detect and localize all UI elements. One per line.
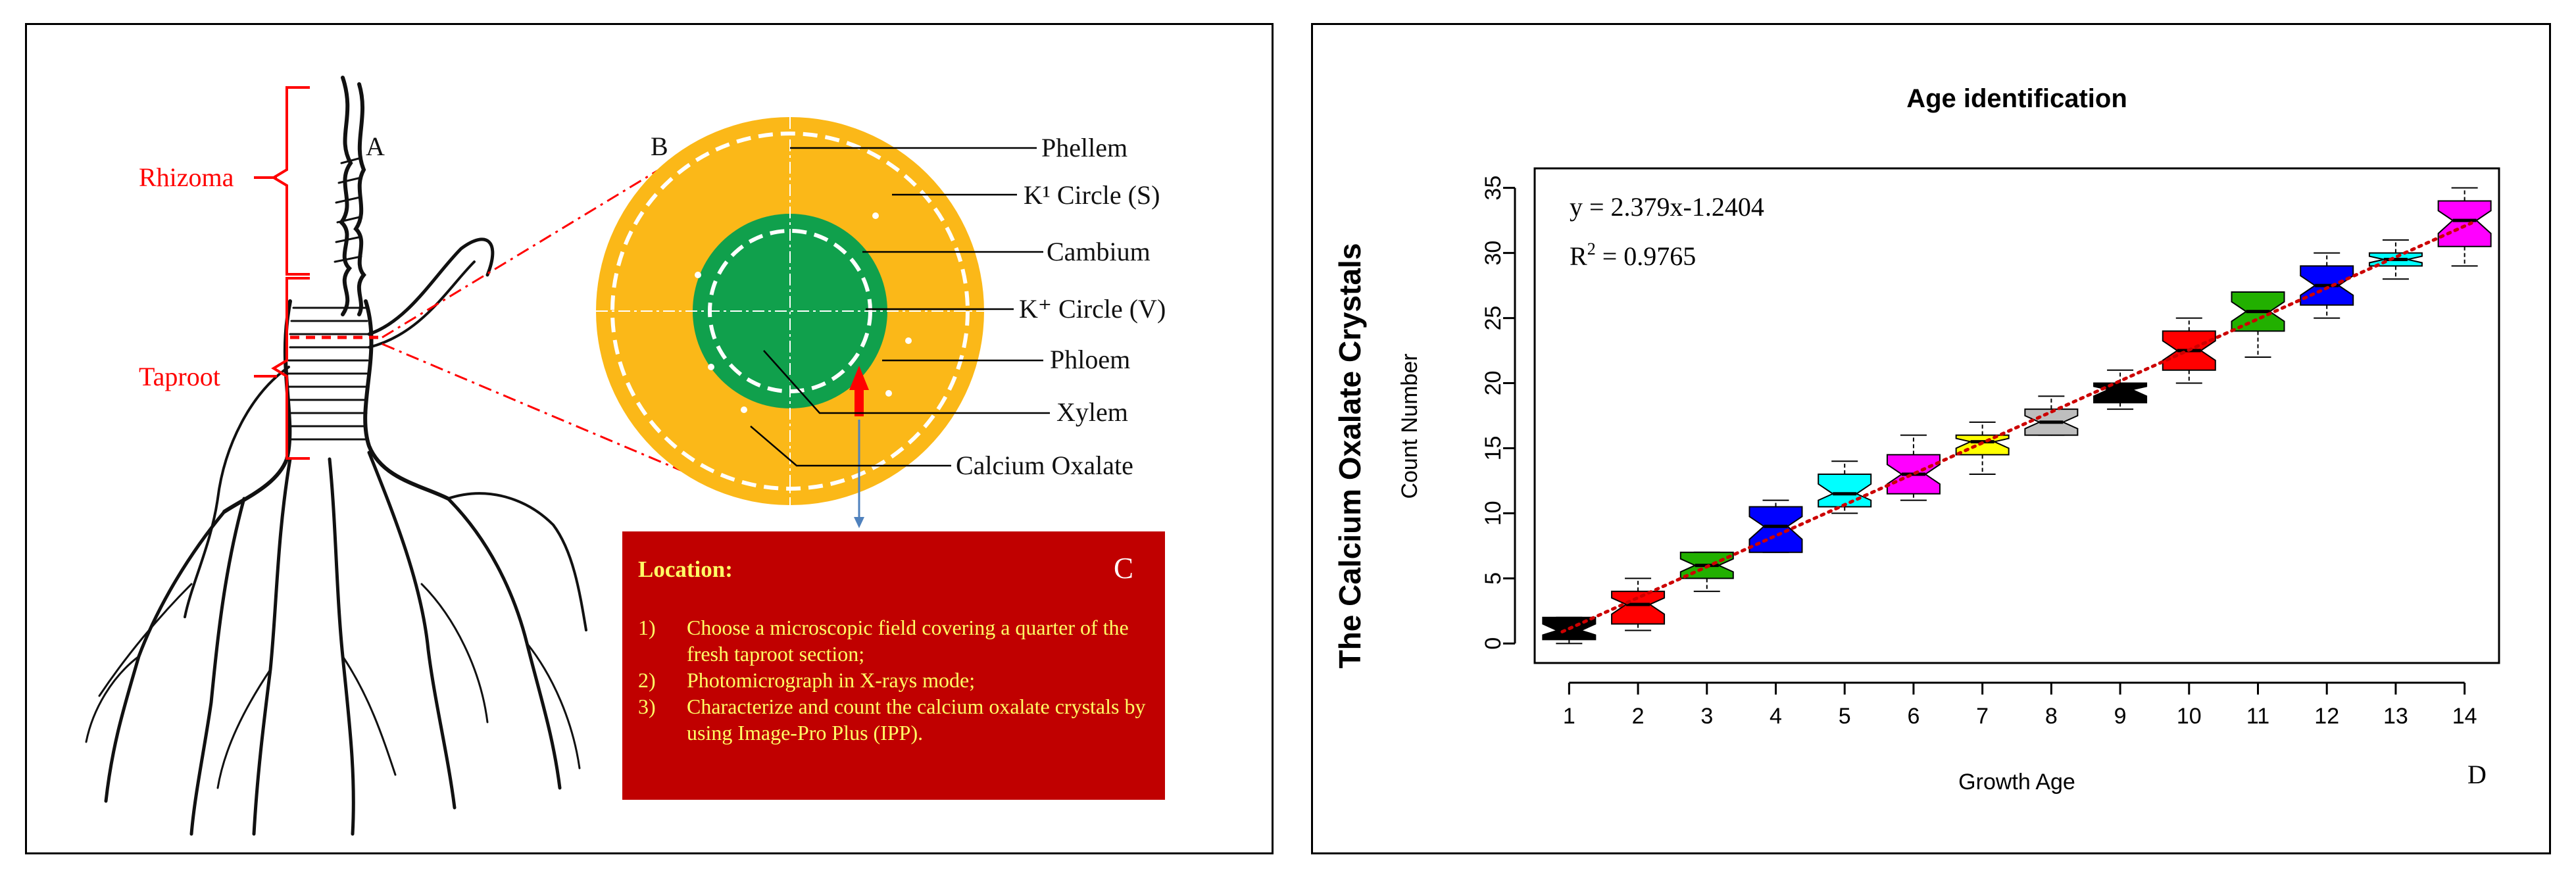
region-brackets: [254, 86, 310, 460]
x-tick-label: 6: [1907, 704, 1920, 729]
location-title: Location:: [638, 556, 733, 582]
location-step: 3) Characterize and count the calcium ox…: [638, 693, 1148, 746]
blue-arrow-head-icon: [854, 517, 864, 528]
y-tick-label: 15: [1481, 436, 1506, 461]
x-tick-label: 10: [2177, 704, 2202, 729]
crystal-dot: [885, 390, 892, 397]
label-xylem: Xylem: [1056, 397, 1128, 427]
x-tick-label: 5: [1839, 704, 1851, 729]
box-age-14: [2437, 187, 2492, 267]
x-tick-label: 11: [2246, 704, 2269, 729]
x-axis-label: Growth Age: [1958, 770, 2075, 795]
box-notched: [1611, 591, 1666, 625]
crystal-dot: [872, 212, 879, 219]
red-arrow-shaft: [855, 390, 864, 416]
x-tick-label: 14: [2452, 704, 2477, 729]
vascular-core: [693, 214, 887, 408]
x-tick-label: 13: [2383, 704, 2408, 729]
step-text: Choose a microscopic field covering a qu…: [687, 616, 1129, 666]
rhizoma-label: Rhizoma: [139, 162, 234, 192]
step-text: Photomicrograph in X-rays mode;: [687, 668, 976, 692]
step-number: 1): [638, 616, 656, 639]
location-box: Location: C 1) Choose a microscopic fiel…: [622, 531, 1165, 800]
x-tick-label: 1: [1563, 704, 1575, 729]
chart-title: Age identification: [1906, 84, 2127, 113]
y-tick-label: 10: [1481, 501, 1506, 526]
location-step: 1) Choose a microscopic field covering a…: [638, 614, 1148, 667]
taproot-label: Taproot: [139, 362, 220, 391]
x-tick-label: 2: [1632, 704, 1645, 729]
box-notched: [2437, 200, 2492, 247]
panel-d-letter: D: [2467, 760, 2487, 789]
crystal-dot: [695, 272, 701, 278]
x-tick-label: 3: [1700, 704, 1713, 729]
ginseng-root-illustration: [85, 76, 587, 836]
box-age-8: [2024, 395, 2079, 436]
label-calcium-oxalate: Calcium Oxalate: [956, 451, 1133, 480]
red-arrow-icon: [849, 366, 869, 390]
y-tick-label: 0: [1481, 637, 1506, 650]
box-age-3: [1679, 551, 1734, 593]
crystal-dot: [708, 364, 714, 370]
panel-a-letter: A: [366, 132, 385, 161]
left-figure-panel: Rhizoma Taproot A B: [25, 23, 1274, 854]
x-tick-label: 7: [1976, 704, 1989, 729]
y-tick-label: 25: [1481, 306, 1506, 331]
label-kplus-circle: K⁺ Circle (V): [1019, 294, 1166, 324]
box-notched: [1818, 474, 1872, 508]
box-age-7: [1955, 421, 2010, 476]
step-number: 3): [638, 695, 656, 718]
label-k1-circle: K¹ Circle (S): [1024, 180, 1160, 210]
box-age-2: [1611, 577, 1666, 631]
box-age-13: [2368, 239, 2423, 280]
crystal-dot: [905, 337, 912, 344]
y-tick-label: 35: [1481, 176, 1506, 201]
location-step: 2) Photomicrograph in X-rays mode;: [638, 667, 1148, 693]
cross-section: [596, 117, 984, 528]
boxplot-chart: The Calcium Oxalate Crystals Age identif…: [1333, 84, 2500, 795]
x-tick-label: 4: [1770, 704, 1782, 729]
y-axis-label: Count Number: [1397, 353, 1422, 499]
right-chart-panel: The Calcium Oxalate Crystals Age identif…: [1311, 23, 2551, 854]
location-steps: 1) Choose a microscopic field covering a…: [638, 614, 1148, 746]
label-phloem: Phloem: [1050, 345, 1130, 374]
step-text: Characterize and count the calcium oxala…: [687, 695, 1146, 745]
regression-line: [1560, 221, 2473, 633]
ginseng-diagram: Rhizoma Taproot A B: [85, 76, 1166, 836]
panel-b-letter: B: [651, 132, 668, 161]
label-phellem: Phellem: [1041, 133, 1127, 162]
panel-c-letter: C: [1113, 552, 1133, 585]
label-cambium: Cambium: [1047, 237, 1151, 266]
r-squared: R2 = 0.9765: [1570, 239, 1696, 271]
y-tick-label: 30: [1481, 241, 1506, 266]
plot-frame: [1533, 167, 2500, 664]
box-notched: [2093, 382, 2148, 404]
crystal-dot: [741, 406, 747, 413]
y-tick-label: 5: [1481, 572, 1506, 585]
x-tick-label: 12: [2314, 704, 2339, 729]
y-axis: 0 5 10 15 20 25 30 35: [1481, 176, 1516, 650]
x-tick-label: 9: [2114, 704, 2127, 729]
cross-section-labels: Phellem K¹ Circle (S) Cambium K⁺ Circle …: [956, 133, 1166, 480]
box-age-11: [2231, 291, 2285, 358]
x-tick-label: 8: [2045, 704, 2058, 729]
box-age-6: [1886, 434, 1941, 501]
box-age-12: [2300, 252, 2354, 319]
step-number: 2): [638, 668, 656, 692]
y-tick-label: 20: [1481, 371, 1506, 396]
x-axis: 1 2 3 4 5 6 7 8 9 10 11 12 13 14: [1563, 681, 2477, 729]
leader-lines: [750, 147, 1050, 467]
side-title: The Calcium Oxalate Crystals: [1333, 243, 1367, 669]
regression-equation: y = 2.379x-1.2404: [1570, 192, 1764, 222]
projection-line-bottom: [382, 343, 725, 490]
box-notched: [1955, 434, 2010, 456]
